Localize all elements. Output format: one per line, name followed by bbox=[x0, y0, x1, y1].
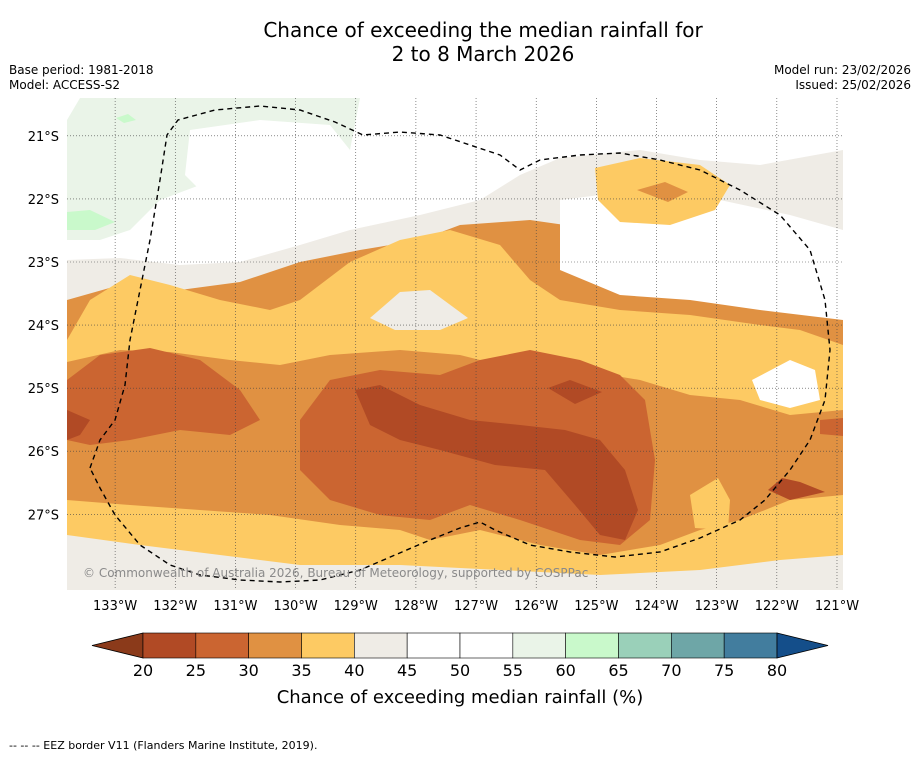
x-tick-label: 126°W bbox=[514, 599, 558, 614]
model-run: Model run: 23/02/2026 bbox=[773, 63, 911, 77]
x-tick-label: 130°W bbox=[274, 599, 318, 614]
colorbar-segment bbox=[618, 632, 672, 659]
copyright-text: © Commonwealth of Australia 2026, Bureau… bbox=[83, 566, 588, 580]
x-tick-label: 132°W bbox=[153, 599, 197, 614]
colorbar-tick-label: 70 bbox=[661, 661, 681, 680]
y-tick-label: 27°S bbox=[28, 508, 59, 523]
colorbar-tick-label: 35 bbox=[291, 661, 311, 680]
region-45-55-east-lower bbox=[752, 360, 820, 408]
chart-title: Chance of exceeding the median rainfall … bbox=[0, 18, 919, 66]
title-line-1: Chance of exceeding the median rainfall … bbox=[263, 18, 703, 42]
colorbar-tick-label: 60 bbox=[555, 661, 575, 680]
colorbar-segment bbox=[565, 632, 619, 659]
region-25-30-main bbox=[67, 348, 655, 545]
y-axis-ticks: 21°S 22°S 23°S 24°S 25°S 26°S 27°S bbox=[28, 130, 59, 523]
y-tick-label: 24°S bbox=[28, 319, 59, 334]
base-period: Base period: 1981-2018 bbox=[9, 63, 154, 77]
region-40-45-south bbox=[67, 535, 843, 590]
model-name: Model: ACCESS-S2 bbox=[9, 78, 121, 92]
region-45-55-nw-core bbox=[185, 120, 350, 200]
colorbar-segment bbox=[512, 632, 566, 659]
x-tick-label: 121°W bbox=[815, 599, 859, 614]
meta-left: Base period: 1981-2018 Model: ACCESS-S2 bbox=[9, 63, 154, 93]
x-tick-label: 122°W bbox=[755, 599, 799, 614]
x-tick-label: 125°W bbox=[574, 599, 618, 614]
y-tick-label: 22°S bbox=[28, 193, 59, 208]
y-tick-label: 25°S bbox=[28, 382, 59, 397]
colorbar: 20 25 30 35 40 45 50 55 60 65 70 75 80 bbox=[91, 632, 829, 680]
colorbar-tick-label: 20 bbox=[133, 661, 153, 680]
title-line-2: 2 to 8 March 2026 bbox=[391, 42, 575, 66]
colorbar-tick-label: 40 bbox=[344, 661, 364, 680]
x-tick-label: 127°W bbox=[454, 599, 498, 614]
region-60-65-north bbox=[116, 114, 136, 123]
colorbar-segment bbox=[354, 632, 408, 659]
x-tick-label: 129°W bbox=[334, 599, 378, 614]
region-60-65-west bbox=[67, 210, 115, 230]
region-35-40-se-pocket bbox=[690, 478, 730, 530]
x-tick-label: 133°W bbox=[93, 599, 137, 614]
x-tick-label: 123°W bbox=[695, 599, 739, 614]
x-tick-label: 128°W bbox=[394, 599, 438, 614]
rainfall-map: © Commonwealth of Australia 2026, Bureau… bbox=[28, 98, 859, 708]
colorbar-segment bbox=[142, 632, 197, 659]
y-tick-label: 21°S bbox=[28, 130, 59, 145]
x-tick-label: 131°W bbox=[213, 599, 257, 614]
eez-footnote: -- -- -- EEZ border V11 (Flanders Marine… bbox=[9, 739, 318, 752]
colorbar-extend-under bbox=[91, 632, 144, 659]
region-20-25-west bbox=[67, 410, 90, 440]
issued-date: Issued: 25/02/2026 bbox=[795, 78, 911, 92]
colorbar-tick-label: 25 bbox=[186, 661, 206, 680]
colorbar-label: Chance of exceeding median rainfall (%) bbox=[277, 687, 644, 708]
colorbar-segment bbox=[723, 632, 778, 659]
colorbar-tick-label: 80 bbox=[767, 661, 787, 680]
region-40-45-center bbox=[370, 290, 468, 330]
colorbar-extend-over bbox=[776, 632, 829, 659]
colorbar-segment bbox=[671, 632, 725, 659]
x-tick-label: 124°W bbox=[634, 599, 678, 614]
colorbar-tick-label: 75 bbox=[714, 661, 734, 680]
region-20-25-east bbox=[768, 478, 825, 500]
colorbar-tick-label: 55 bbox=[503, 661, 523, 680]
gridlines bbox=[67, 98, 843, 590]
colorbar-tick-label: 30 bbox=[238, 661, 258, 680]
colorbar-tick-label: 45 bbox=[397, 661, 417, 680]
region-30-35-ne-core bbox=[637, 182, 688, 202]
eez-border bbox=[89, 105, 831, 583]
x-axis-ticks: 133°W 132°W 131°W 130°W 129°W 128°W 127°W 126°W… bbox=[93, 599, 859, 614]
meta-right: Model run: 23/02/2026 Issued: 25/02/2026 bbox=[774, 63, 911, 93]
colorbar-tick-label: 65 bbox=[608, 661, 628, 680]
colorbar-tick-label: 50 bbox=[450, 661, 470, 680]
colorbar-segment bbox=[248, 632, 302, 659]
y-tick-label: 26°S bbox=[28, 445, 59, 460]
map-fill-layer bbox=[67, 98, 843, 590]
colorbar-segment bbox=[459, 632, 514, 659]
region-25-30-east-edge bbox=[820, 418, 843, 436]
region-20-25-center bbox=[548, 380, 602, 404]
colorbar-segment bbox=[195, 632, 249, 659]
region-20-25-core bbox=[355, 385, 638, 540]
y-tick-label: 23°S bbox=[28, 256, 59, 271]
colorbar-segment bbox=[406, 632, 461, 659]
colorbar-segment bbox=[301, 632, 355, 659]
